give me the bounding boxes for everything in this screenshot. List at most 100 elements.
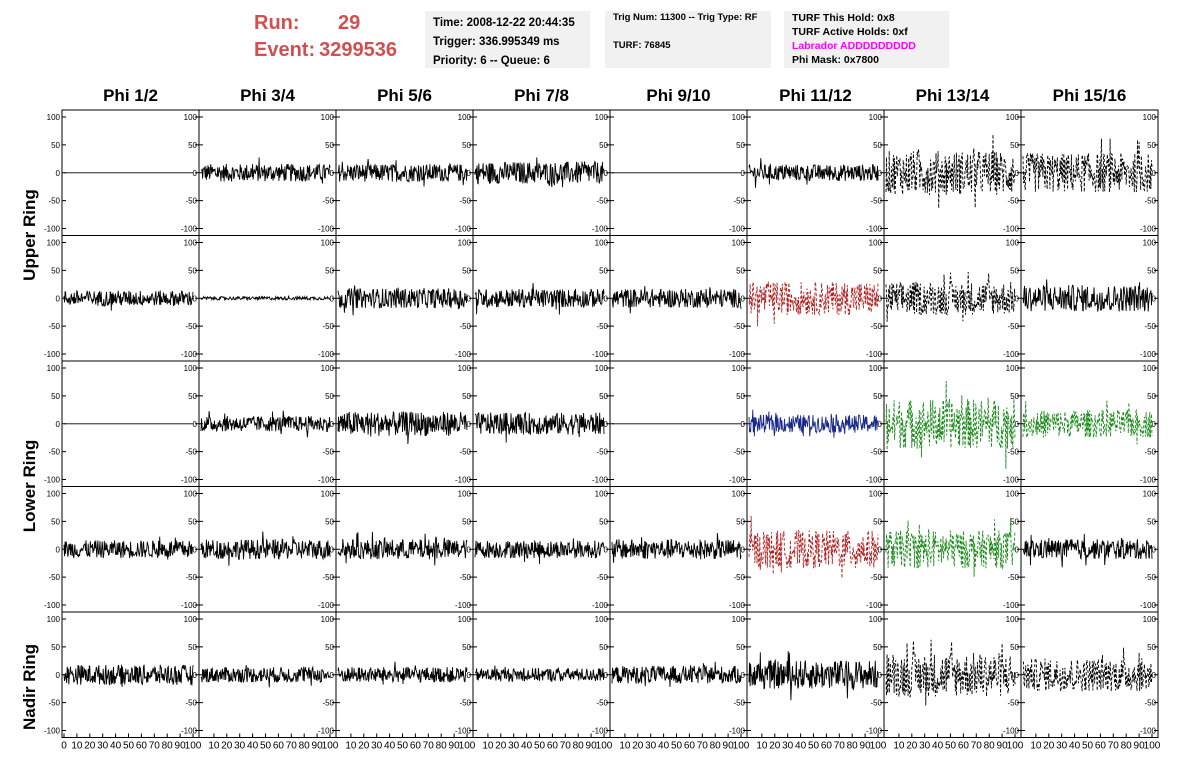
x-tick-label: 10 (893, 741, 905, 752)
x-tick-label: 30 (234, 741, 246, 752)
x-tick-label: 10 (619, 741, 631, 752)
x-tick-label: 100 (870, 741, 887, 752)
run-label: Run: (254, 12, 300, 34)
waveform-line (885, 271, 1016, 322)
y-tick-label: 50 (1147, 517, 1156, 526)
y-tick-label: -100 (181, 225, 198, 234)
y-tick-label: -100 (181, 727, 198, 736)
y-tick-label: -50 (733, 448, 745, 457)
run-value: 29 (338, 12, 361, 34)
run-row: Run: 29 (254, 10, 424, 37)
x-tick-label: 100 (1007, 741, 1024, 752)
y-tick-label: -100 (1140, 601, 1157, 610)
y-tick-label: -50 (870, 448, 882, 457)
y-tick-label: 50 (736, 266, 745, 275)
y-tick-label: 50 (325, 266, 334, 275)
y-tick-label: -100 (592, 601, 609, 610)
x-tick-label: 20 (495, 741, 507, 752)
x-tick-label: 50 (671, 741, 683, 752)
x-tick-label: 70 (560, 741, 572, 752)
trigger-text: Trigger: 336.995349 ms (433, 36, 560, 48)
waveform-line (1022, 400, 1153, 445)
waveform-line (200, 295, 331, 302)
y-tick-label: 50 (873, 643, 882, 652)
x-tick-label: 50 (534, 741, 546, 752)
y-tick-label: -50 (596, 322, 608, 331)
waveform-line (474, 538, 605, 564)
y-tick-label: 0 (741, 294, 746, 303)
x-tick-label: 50 (397, 741, 409, 752)
x-tick-label: 80 (162, 741, 174, 752)
labrador-text: Labrador ADDDDDDDDD (792, 40, 916, 52)
y-tick-label: 100 (47, 490, 61, 499)
y-tick-label: 0 (1015, 671, 1020, 680)
y-tick-label: 50 (51, 392, 60, 401)
y-tick-label: 0 (878, 169, 883, 178)
waveform-line (200, 531, 331, 566)
y-tick-label: 100 (869, 113, 883, 122)
y-tick-label: -100 (44, 727, 61, 736)
phi-mask-text: Phi Mask: 0x7800 (792, 54, 879, 66)
x-tick-label: 30 (97, 741, 109, 752)
y-tick-label: 0 (467, 671, 472, 680)
y-tick-label: -100 (729, 225, 746, 234)
y-tick-label: 0 (604, 169, 609, 178)
y-tick-label: -100 (592, 727, 609, 736)
y-tick-label: -50 (322, 448, 334, 457)
y-tick-label: 0 (604, 294, 609, 303)
x-tick-label: 80 (573, 741, 585, 752)
y-tick-label: 0 (193, 671, 198, 680)
y-tick-label: -50 (48, 197, 60, 206)
x-tick-label: 40 (110, 741, 122, 752)
y-tick-label: 100 (321, 490, 335, 499)
y-tick-label: 0 (1015, 169, 1020, 178)
y-tick-label: 0 (193, 169, 198, 178)
y-tick-label: 0 (56, 420, 61, 429)
x-tick-label: 80 (436, 741, 448, 752)
turf-text: TURF: 76845 (613, 40, 671, 51)
y-tick-label: 100 (458, 113, 472, 122)
x-tick-label: 10 (756, 741, 768, 752)
y-tick-label: -50 (185, 573, 197, 582)
y-tick-label: -50 (185, 699, 197, 708)
waveform-line (748, 158, 879, 188)
y-tick-label: -100 (1140, 225, 1157, 234)
y-tick-label: 0 (330, 294, 335, 303)
x-tick-label: 20 (358, 741, 370, 752)
y-tick-label: -50 (870, 573, 882, 582)
y-tick-label: 0 (1015, 294, 1020, 303)
y-tick-label: 0 (741, 169, 746, 178)
y-tick-label: -100 (1140, 350, 1157, 359)
x-tick-label: 40 (521, 741, 533, 752)
y-tick-label: 50 (462, 266, 471, 275)
turf-info-box: TURF This Hold: 0x8 TURF Active Holds: 0… (784, 11, 949, 68)
x-tick-label: 40 (658, 741, 670, 752)
y-tick-label: 0 (330, 545, 335, 554)
x-tick-label: 20 (84, 741, 96, 752)
y-tick-label: 100 (458, 615, 472, 624)
y-tick-label: 50 (325, 517, 334, 526)
x-tick-label: 70 (971, 741, 983, 752)
waveform-line (748, 515, 879, 579)
waveform-line (474, 665, 605, 683)
waveform-line (885, 380, 1016, 469)
y-tick-label: 0 (1015, 420, 1020, 429)
waveform-line (885, 517, 1016, 577)
y-tick-label: -50 (459, 322, 471, 331)
y-tick-label: -100 (1003, 476, 1020, 485)
x-tick-label: 100 (185, 741, 202, 752)
y-tick-label: 50 (51, 141, 60, 150)
y-tick-label: 0 (878, 294, 883, 303)
waveform-line (1022, 279, 1153, 312)
x-tick-label: 40 (932, 741, 944, 752)
phi-label-15-16: Phi 15/16 (1052, 86, 1127, 105)
event-value: 3299536 (319, 39, 397, 61)
waveform-line (200, 664, 331, 688)
y-tick-label: 100 (1006, 364, 1020, 373)
x-tick-label: 60 (684, 741, 696, 752)
y-tick-label: 100 (732, 239, 746, 248)
x-tick-label: 90 (312, 741, 324, 752)
priority-text: Priority: 6 -- Queue: 6 (433, 55, 550, 67)
y-tick-label: 50 (1010, 141, 1019, 150)
y-tick-label: 50 (188, 141, 197, 150)
